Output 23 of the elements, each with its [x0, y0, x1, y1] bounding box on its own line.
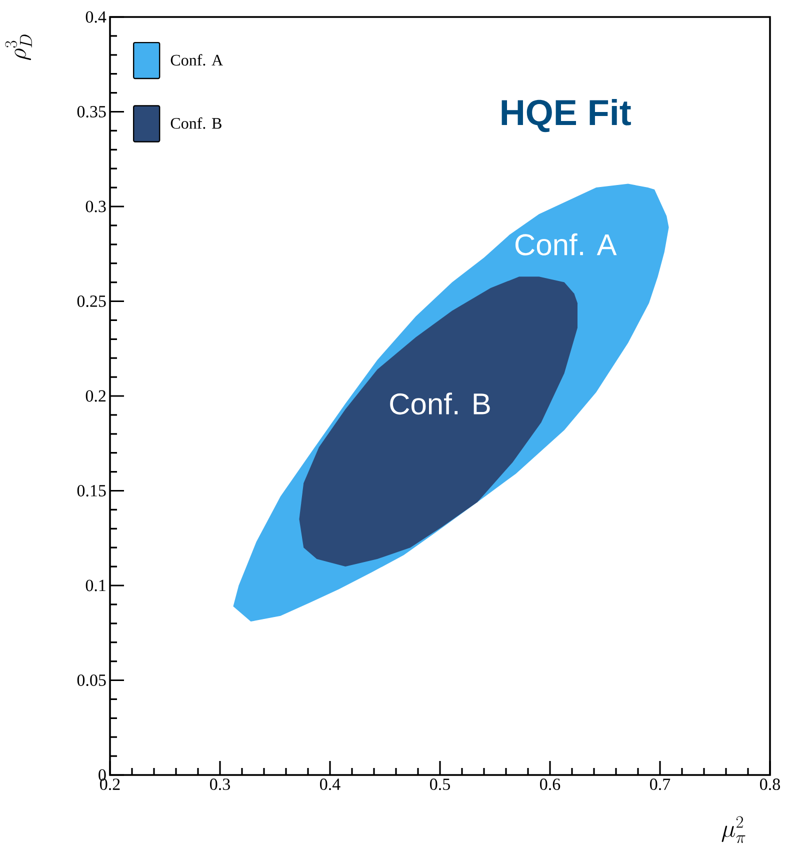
x-axis-title: $\mu_{\pi}^{2}$: [722, 816, 746, 844]
y-tick-label: 0.3: [86, 200, 106, 212]
y-tick-label: 0.05: [77, 674, 106, 686]
y-tick-label: 0.2: [86, 390, 106, 402]
y-tick-label: 0: [98, 769, 106, 781]
x-tick-label: 0.6: [540, 778, 560, 790]
y-tick-label: 0.35: [77, 106, 106, 118]
x-tick-label: 0.2: [100, 778, 120, 790]
y-tick-label: 0.4: [86, 11, 106, 23]
y-tick-label: 0.15: [77, 484, 106, 497]
legend-label: Conf. A: [170, 54, 223, 66]
annotation: Conf. A: [516, 233, 617, 256]
annotation: Conf. B: [390, 392, 490, 415]
y-axis-title: $\rho_{D}^{3}$: [5, 34, 32, 60]
x-tick-label: 0.3: [210, 778, 230, 790]
x-tick-label: 0.5: [430, 778, 450, 790]
y-tick-label: 0.1: [86, 580, 106, 592]
x-tick-label: 0.8: [760, 778, 780, 790]
y-tick-label: 0.25: [77, 295, 106, 308]
x-tick-label: 0.7: [650, 778, 670, 790]
text: HQE Fit: [502, 98, 631, 132]
legend-label: Conf. B: [170, 117, 222, 129]
x-tick-label: 0.4: [320, 778, 340, 790]
